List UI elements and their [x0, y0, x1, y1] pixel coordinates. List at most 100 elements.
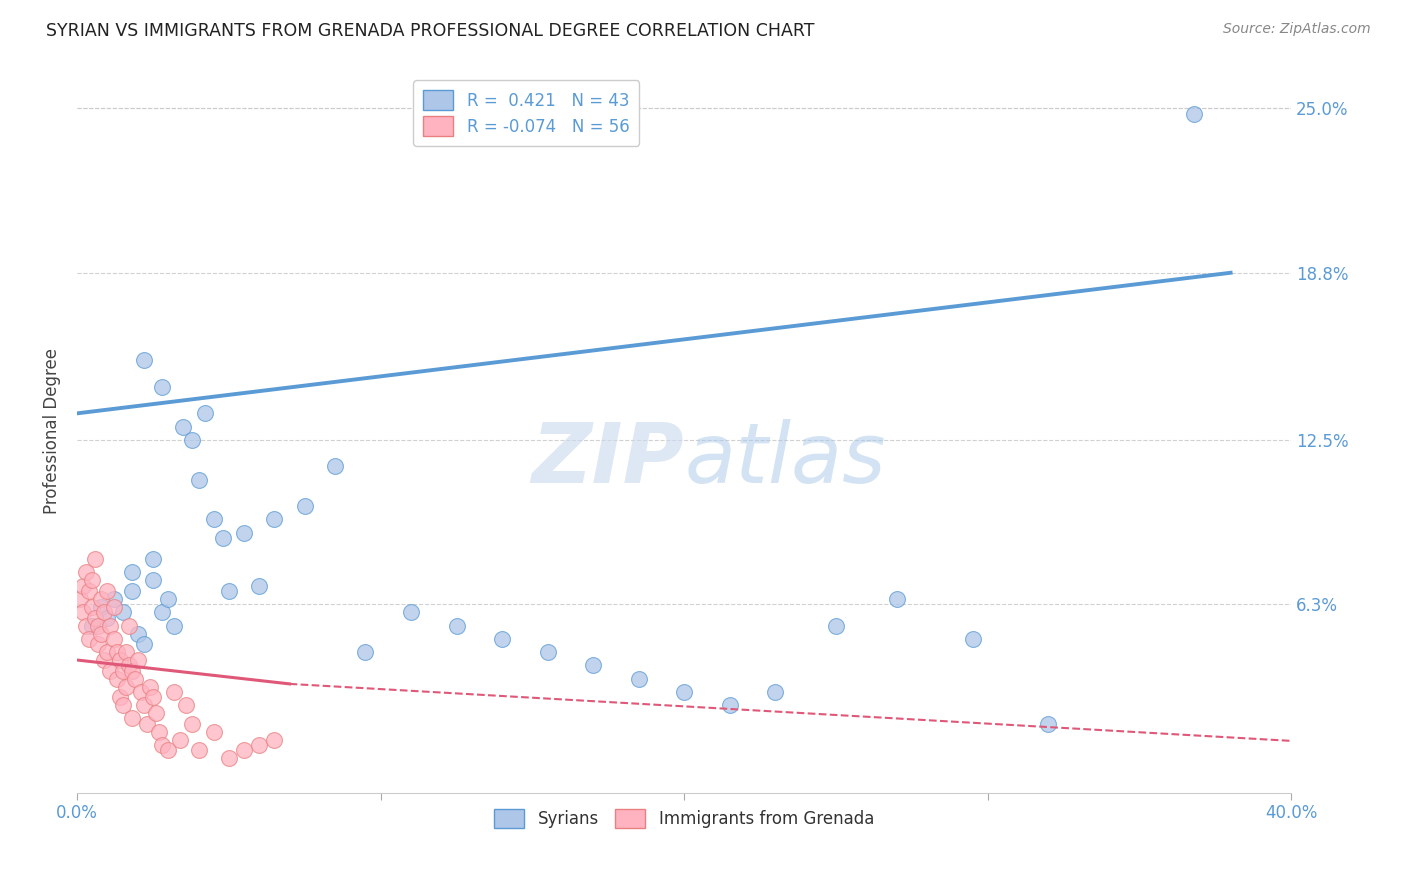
Point — [163, 618, 186, 632]
Point — [962, 632, 984, 646]
Point — [399, 605, 422, 619]
Point — [108, 653, 131, 667]
Text: Source: ZipAtlas.com: Source: ZipAtlas.com — [1223, 22, 1371, 37]
Point — [263, 512, 285, 526]
Point — [150, 380, 173, 394]
Point — [181, 433, 204, 447]
Point — [886, 592, 908, 607]
Point — [105, 672, 128, 686]
Point — [100, 618, 122, 632]
Point — [142, 574, 165, 588]
Point — [1038, 716, 1060, 731]
Point — [96, 584, 118, 599]
Point — [114, 645, 136, 659]
Point — [1182, 106, 1205, 120]
Text: SYRIAN VS IMMIGRANTS FROM GRENADA PROFESSIONAL DEGREE CORRELATION CHART: SYRIAN VS IMMIGRANTS FROM GRENADA PROFES… — [46, 22, 815, 40]
Y-axis label: Professional Degree: Professional Degree — [44, 348, 60, 514]
Point — [218, 751, 240, 765]
Point — [194, 406, 217, 420]
Point — [121, 711, 143, 725]
Point — [202, 724, 225, 739]
Point — [114, 680, 136, 694]
Point — [82, 574, 104, 588]
Point — [103, 592, 125, 607]
Point — [202, 512, 225, 526]
Point — [354, 645, 377, 659]
Point — [77, 632, 100, 646]
Point — [145, 706, 167, 720]
Legend: Syrians, Immigrants from Grenada: Syrians, Immigrants from Grenada — [488, 803, 880, 835]
Point — [233, 743, 256, 757]
Point — [84, 552, 107, 566]
Point — [82, 599, 104, 614]
Point — [211, 531, 233, 545]
Point — [150, 738, 173, 752]
Point — [75, 566, 97, 580]
Point — [121, 584, 143, 599]
Point — [72, 579, 94, 593]
Point — [129, 685, 152, 699]
Point — [72, 605, 94, 619]
Point — [93, 605, 115, 619]
Point — [163, 685, 186, 699]
Point — [323, 459, 346, 474]
Point — [96, 610, 118, 624]
Point — [132, 698, 155, 712]
Point — [127, 626, 149, 640]
Point — [763, 685, 786, 699]
Point — [111, 698, 134, 712]
Point — [142, 552, 165, 566]
Point — [718, 698, 741, 712]
Point — [150, 605, 173, 619]
Point — [172, 419, 194, 434]
Point — [157, 743, 180, 757]
Point — [263, 732, 285, 747]
Point — [82, 618, 104, 632]
Point — [132, 353, 155, 368]
Point — [247, 579, 270, 593]
Point — [75, 618, 97, 632]
Point — [121, 664, 143, 678]
Point — [142, 690, 165, 705]
Point — [132, 637, 155, 651]
Point — [87, 618, 110, 632]
Point — [148, 724, 170, 739]
Point — [84, 610, 107, 624]
Point — [118, 658, 141, 673]
Point — [627, 672, 650, 686]
Point — [124, 672, 146, 686]
Point — [491, 632, 513, 646]
Point — [127, 653, 149, 667]
Point — [673, 685, 696, 699]
Point — [294, 499, 316, 513]
Point — [247, 738, 270, 752]
Point — [96, 645, 118, 659]
Point — [218, 584, 240, 599]
Point — [157, 592, 180, 607]
Text: atlas: atlas — [685, 419, 886, 500]
Point — [108, 690, 131, 705]
Point — [187, 473, 209, 487]
Point — [69, 592, 91, 607]
Point — [100, 664, 122, 678]
Point — [187, 743, 209, 757]
Point — [446, 618, 468, 632]
Point — [121, 566, 143, 580]
Point — [103, 599, 125, 614]
Point — [90, 592, 112, 607]
Point — [582, 658, 605, 673]
Point — [176, 698, 198, 712]
Point — [825, 618, 848, 632]
Point — [93, 653, 115, 667]
Point — [536, 645, 558, 659]
Point — [105, 645, 128, 659]
Point — [111, 605, 134, 619]
Text: ZIP: ZIP — [531, 419, 685, 500]
Point — [118, 618, 141, 632]
Point — [103, 632, 125, 646]
Point — [181, 716, 204, 731]
Point — [233, 525, 256, 540]
Point — [169, 732, 191, 747]
Point — [77, 584, 100, 599]
Point — [111, 664, 134, 678]
